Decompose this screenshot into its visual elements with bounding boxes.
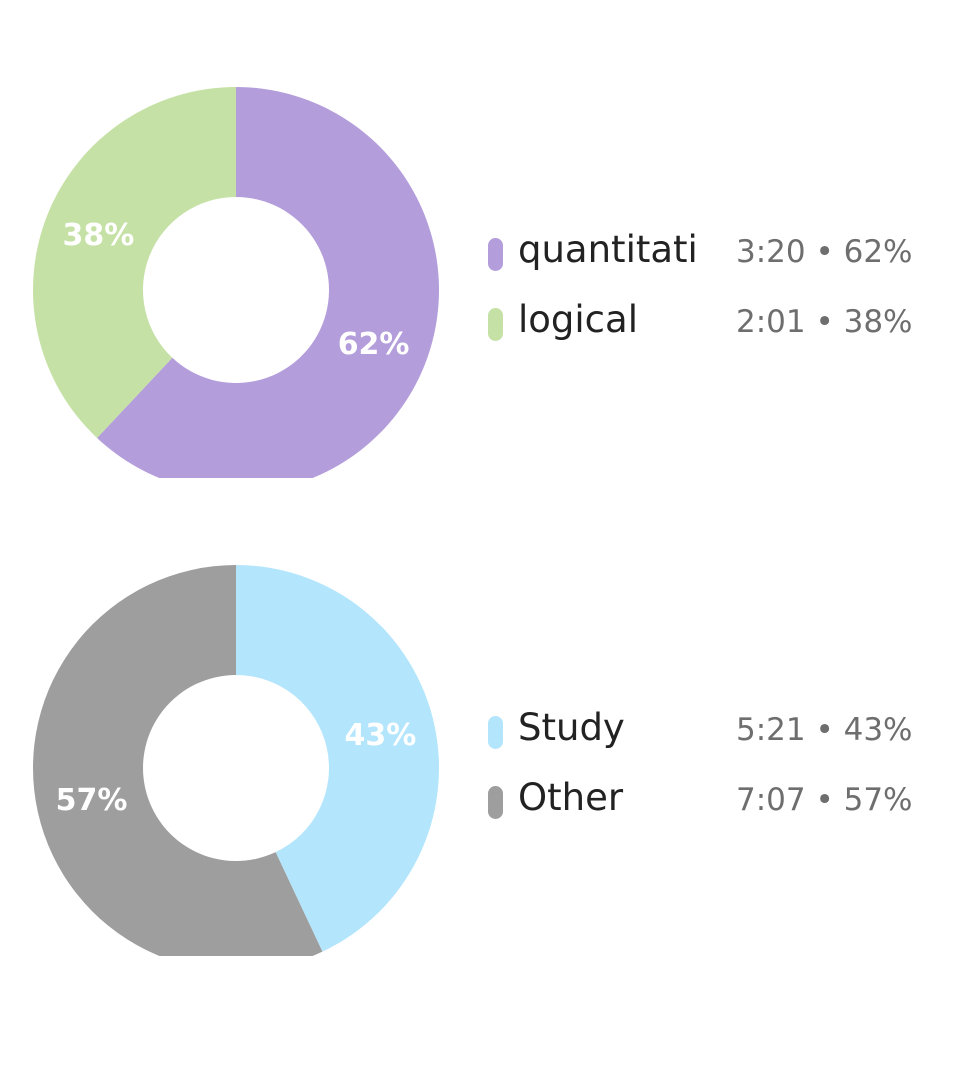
pie-slice-quantitati <box>97 87 439 478</box>
legend-item: quantitati 3:20 • 62% <box>488 228 928 298</box>
chart-legend: Study 5:21 • 43% Other 7:07 • 57% <box>488 706 928 846</box>
legend-swatch <box>488 238 503 271</box>
legend-value: 3:20 • 62% <box>736 234 913 270</box>
donut-chart: 62% 38% <box>33 87 439 478</box>
legend-swatch <box>488 308 503 341</box>
legend-value: 2:01 • 38% <box>736 304 913 340</box>
donut-chart-block: 62% 38% quantitati 3:20 • 62% logical 2:0… <box>0 0 957 478</box>
pie-slice-logical <box>33 87 236 438</box>
legend-item: logical 2:01 • 38% <box>488 298 928 368</box>
chart-legend: quantitati 3:20 • 62% logical 2:01 • 38% <box>488 228 928 368</box>
legend-item: Other 7:07 • 57% <box>488 776 928 846</box>
legend-swatch <box>488 716 503 749</box>
legend-label: logical <box>518 298 638 341</box>
legend-label: Other <box>518 776 624 819</box>
legend-item: Study 5:21 • 43% <box>488 706 928 776</box>
legend-swatch <box>488 786 503 819</box>
slice-percent-label: 38% <box>62 218 134 253</box>
slice-percent-label: 43% <box>345 718 417 753</box>
slice-percent-label: 62% <box>338 327 410 362</box>
slice-percent-label: 57% <box>56 783 128 818</box>
legend-label: Study <box>518 706 625 749</box>
legend-value: 7:07 • 57% <box>736 782 913 818</box>
pie-slice-study <box>236 565 439 952</box>
pie-slice-other <box>33 565 323 956</box>
donut-chart: 43% 57% <box>33 565 439 956</box>
legend-value: 5:21 • 43% <box>736 712 913 748</box>
donut-chart-block: 43% 57% Study 5:21 • 43% Other 7:07 • 57% <box>0 478 957 956</box>
legend-label: quantitati <box>518 228 698 271</box>
